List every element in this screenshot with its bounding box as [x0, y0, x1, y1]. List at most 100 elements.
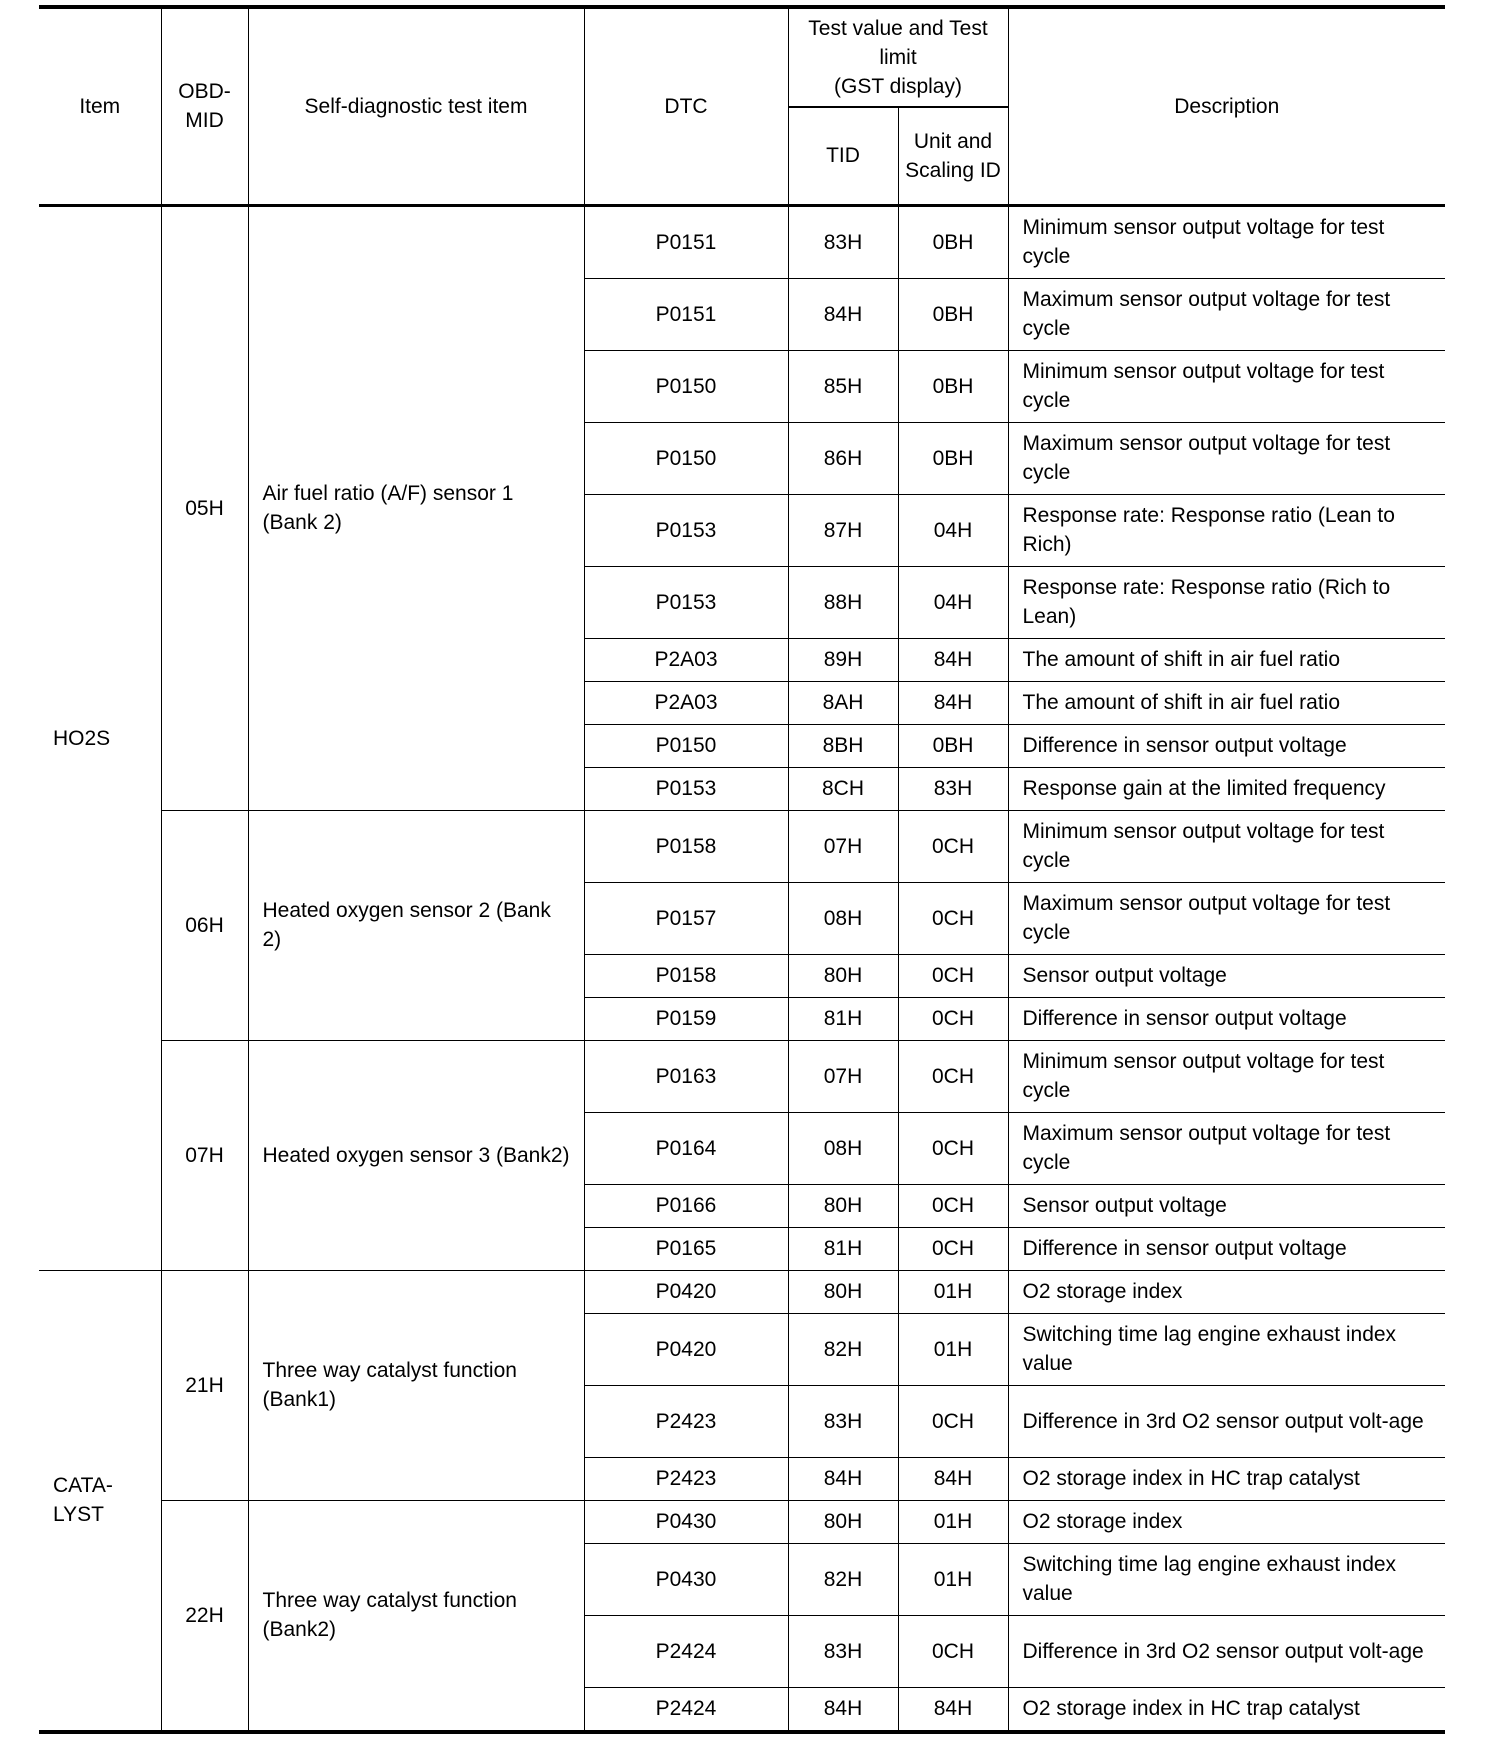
obd-mid-cell: 06H: [161, 809, 249, 1041]
tid-cell: 84H: [787, 277, 899, 351]
test-item-cell: Heated oxygen sensor 3 (Bank2): [247, 1039, 585, 1271]
tid-cell: 8CH: [787, 766, 899, 811]
tid-cell: 84H: [787, 1456, 899, 1501]
tid-cell: 83H: [787, 204, 899, 279]
unit-scaling-cell: 04H: [897, 565, 1009, 639]
table-row: P0153 88H 04H Response rate: Response ratio…: [39, 565, 1445, 639]
description-cell: Sensor output voltage: [1007, 1183, 1445, 1228]
dtc-cell: P0151: [583, 204, 789, 279]
unit-scaling-cell: 0BH: [897, 204, 1009, 279]
unit-scaling-cell: 0BH: [897, 421, 1009, 495]
unit-scaling-cell: 0CH: [897, 881, 1009, 955]
dtc-cell: P0150: [584, 723, 789, 768]
tid-cell: 8BH: [787, 723, 899, 768]
table-row: P0430 82H 01H Switching time lag engine exh…: [39, 1542, 1445, 1616]
description-cell: O2 storage index: [1007, 1499, 1445, 1544]
table-row: P2424 83H 0CH Difference in 3rd O2 sensor o…: [39, 1614, 1445, 1688]
dtc-cell: P0430: [583, 1499, 789, 1544]
description-cell: O2 storage index: [1007, 1269, 1445, 1314]
test-item-cell: Air fuel ratio (A/F) sensor 1 (Bank 2): [247, 204, 585, 811]
description-cell: Maximum sensor output voltage for test c…: [1007, 881, 1445, 955]
dtc-cell: P2424: [584, 1614, 789, 1688]
obd-mid-cell: 21H: [160, 1269, 249, 1501]
tid-cell: 80H: [787, 1499, 899, 1544]
item-cell: CATA- LYST: [39, 1269, 162, 1732]
table-row: 06H Heated oxygen sensor 2 (Bank 2) P0158 0…: [39, 809, 1445, 1041]
unit-scaling-cell: 04H: [897, 493, 1009, 567]
unit-scaling-cell: 84H: [897, 680, 1009, 725]
unit-scaling-cell: 0BH: [897, 277, 1009, 351]
tid-cell: 87H: [787, 493, 899, 567]
test-item-cell: Heated oxygen sensor 2 (Bank 2): [247, 809, 585, 1041]
tid-cell: 07H: [787, 1039, 899, 1113]
header-description: Description: [1007, 6, 1445, 207]
obd-mid-cell: 05H: [160, 204, 249, 811]
description-cell: Minimum sensor output voltage for test c…: [1007, 349, 1445, 423]
dtc-cell: P0153: [584, 565, 789, 639]
tid-cell: 08H: [787, 881, 899, 955]
tid-cell: 80H: [787, 1183, 899, 1228]
unit-scaling-cell: 01H: [897, 1269, 1009, 1314]
unit-scaling-cell: 84H: [897, 1686, 1009, 1732]
header-test-value-group: Test value and Test limit (GST display): [787, 6, 1009, 108]
dtc-cell: P0430: [584, 1542, 789, 1616]
tid-cell: 88H: [787, 565, 899, 639]
tid-cell: 84H: [787, 1686, 899, 1732]
unit-scaling-cell: 0CH: [897, 1614, 1009, 1688]
tid-cell: 89H: [787, 637, 899, 682]
description-cell: The amount of shift in air fuel ratio: [1007, 680, 1445, 725]
header-test-item: Self-diagnostic test item: [247, 6, 585, 207]
table-row: P0150 86H 0BH Maximum sensor output voltage…: [39, 421, 1445, 495]
dtc-cell: P0165: [584, 1226, 789, 1271]
table-row: P2424 84H 84H O2 storage index in HC trap c…: [39, 1686, 1445, 1732]
unit-scaling-cell: 0CH: [897, 1039, 1009, 1113]
tid-cell: 80H: [787, 953, 899, 998]
header-unit-scaling: Unit and Scaling ID: [897, 106, 1008, 207]
table-row: P0150 85H 0BH Minimum sensor output voltage…: [39, 349, 1445, 423]
description-cell: Maximum sensor output voltage for test c…: [1007, 1111, 1445, 1185]
unit-scaling-cell: 84H: [897, 1456, 1009, 1501]
description-cell: Response rate: Response ratio (Rich to L…: [1007, 565, 1445, 639]
item-cell: HO2S: [39, 204, 162, 1271]
description-cell: Difference in sensor output voltage: [1007, 1226, 1445, 1271]
dtc-cell: P2423: [584, 1456, 789, 1501]
description-cell: Response rate: Response ratio (Lean to R…: [1007, 493, 1445, 567]
description-cell: Response gain at the limited frequency: [1007, 766, 1445, 811]
table-row: CATA- LYST 21H Three way catalyst function…: [39, 1269, 1445, 1732]
description-cell: Difference in 3rd O2 sensor output volt-…: [1007, 1614, 1445, 1688]
tid-cell: 80H: [787, 1269, 899, 1314]
table-row: P0420 82H 01H Switching time lag engine exh…: [39, 1312, 1445, 1386]
table-row: P0157 08H 0CH Maximum sensor output voltage…: [39, 881, 1445, 955]
tid-cell: 82H: [787, 1542, 899, 1616]
dtc-cell: P0157: [584, 881, 789, 955]
obd-mid-cell: 07H: [161, 1039, 249, 1271]
description-cell: Difference in sensor output voltage: [1007, 723, 1445, 768]
table-row: P0158 80H 0CH Sensor output voltage: [39, 953, 1445, 998]
dtc-cell: P0158: [583, 809, 789, 883]
test-item-cell: Three way catalyst function (Bank2): [247, 1499, 585, 1732]
dtc-cell: P0153: [584, 766, 789, 811]
obd-mid-cell: 22H: [161, 1499, 249, 1732]
tid-cell: 86H: [787, 421, 899, 495]
table-body: HO2S 05H Air fuel ratio (A/F) sensor 1 (Ba…: [39, 204, 1445, 1732]
table-row: HO2S 05H Air fuel ratio (A/F) sensor 1 (Ba…: [39, 204, 1445, 1271]
table-row: P2A03 8AH 84H The amount of shift in air fu…: [39, 680, 1445, 725]
unit-scaling-cell: 83H: [897, 766, 1009, 811]
header-dtc: DTC: [583, 6, 789, 207]
dtc-cell: P0420: [584, 1312, 789, 1386]
dtc-cell: P2424: [584, 1686, 789, 1732]
tid-cell: 8AH: [787, 680, 899, 725]
description-cell: Difference in 3rd O2 sensor output volt-…: [1007, 1384, 1445, 1458]
dtc-cell: P0420: [583, 1269, 789, 1314]
unit-scaling-cell: 01H: [897, 1542, 1009, 1616]
dtc-cell: P0150: [584, 349, 789, 423]
header-tid: TID: [788, 106, 899, 207]
tid-cell: 81H: [787, 1226, 899, 1271]
tid-cell: 07H: [787, 809, 899, 883]
dtc-cell: P2A03: [584, 680, 789, 725]
description-cell: Difference in sensor output voltage: [1007, 996, 1445, 1041]
table-row: P2A03 89H 84H The amount of shift in air fu…: [39, 637, 1445, 682]
obd-test-table: Item OBD- MID Self-diagnostic test item …: [39, 5, 1445, 1734]
tid-cell: 81H: [787, 996, 899, 1041]
test-item-cell: Three way catalyst function (Bank1): [247, 1269, 585, 1501]
